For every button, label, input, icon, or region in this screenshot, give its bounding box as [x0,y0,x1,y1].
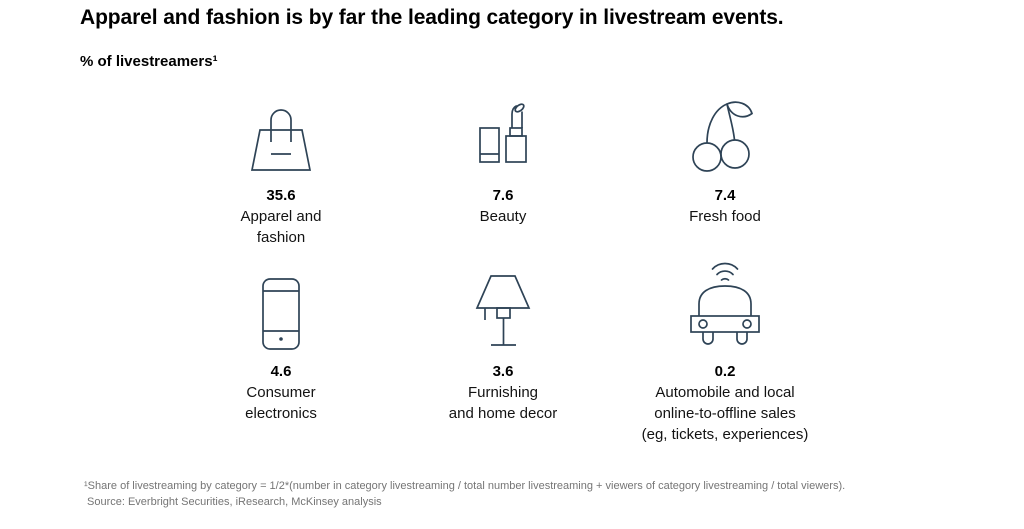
lipstick-icon [479,96,527,174]
cherries-icon [687,96,763,174]
category-value: 7.6 [492,187,514,204]
category-grid: 35.6 Apparel and fashion 7.6 Beauty [170,96,836,445]
connected-car-icon [687,262,763,350]
category-value: 3.6 [492,363,514,380]
category-cell-automobile: 0.2 Automobile and local online-to-offli… [614,262,836,445]
lamp-icon [459,272,547,350]
category-cell-fresh-food: 7.4 Fresh food [614,96,836,248]
category-label: Beauty [479,208,527,225]
footnote-text: ¹Share of livestreaming by category = 1/… [84,480,846,492]
footnote-block: ¹Share of livestreaming by category = 1/… [84,479,845,510]
chart-unit-label: % of livestreamers¹ [80,53,218,70]
category-label: Automobile and local online-to-offline s… [641,384,809,443]
category-label: Fresh food [689,208,761,225]
category-value: 4.6 [270,363,292,380]
category-value: 35.6 [266,187,296,204]
shopping-bag-icon [247,96,315,174]
category-value: 7.4 [714,187,736,204]
page-title: Apparel and fashion is by far the leadin… [80,6,784,29]
category-cell-apparel: 35.6 Apparel and fashion [170,96,392,248]
category-label: Consumer electronics [245,384,317,422]
category-cell-furnishing: 3.6 Furnishing and home decor [392,272,614,445]
category-label: Apparel and fashion [240,208,322,246]
category-value: 0.2 [714,363,736,380]
source-text: Source: Everbright Securities, iResearch… [87,495,382,508]
category-cell-electronics: 4.6 Consumer electronics [170,272,392,445]
category-label: Furnishing and home decor [448,384,558,422]
smartphone-icon [262,272,300,350]
category-cell-beauty: 7.6 Beauty [392,96,614,248]
